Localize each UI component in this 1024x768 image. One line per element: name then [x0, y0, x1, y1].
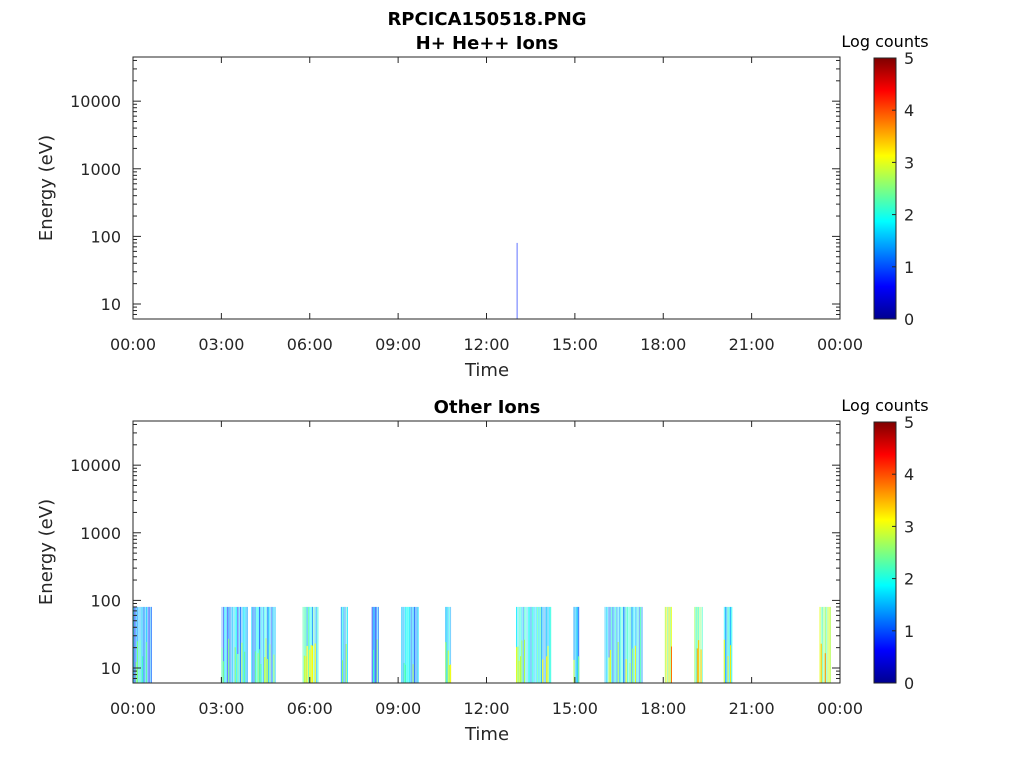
- colorbar-scale: [873, 57, 897, 320]
- x-tick-label: 21:00: [729, 699, 775, 718]
- colorbar-tick-label: 2: [904, 570, 914, 589]
- x-tick-label: 15:00: [552, 699, 598, 718]
- axes: 00:00 03:00 06:00 09:00 12:00 15:00 18:00 21:00…: [70, 421, 863, 718]
- y-tick-label: 100: [90, 227, 121, 246]
- colorbar-label: Log counts: [841, 32, 928, 51]
- colorbar-tick-label: 2: [904, 206, 914, 225]
- activity-interval: [371, 606, 379, 683]
- activity-interval: [573, 606, 580, 683]
- figure-title: RPCICA150518.PNG: [387, 9, 586, 30]
- panel-other-ions: Other Ions 00:00 03:00 06:00 09:00 12:00 15:0…: [36, 396, 929, 745]
- y-tick-label: 10000: [70, 456, 121, 475]
- colorbar: 0 1 2 3 4 5: [873, 49, 914, 329]
- x-axis-label: Time: [464, 724, 509, 745]
- x-tick-label: 06:00: [287, 699, 333, 718]
- y-tick-label: 1000: [80, 160, 121, 179]
- x-tick-label: 09:00: [375, 699, 421, 718]
- colorbar-tick-label: 3: [904, 153, 914, 172]
- x-axis-label: Time: [464, 360, 509, 381]
- x-tick-label: 06:00: [287, 335, 333, 354]
- activity-interval: [302, 606, 319, 683]
- activity-interval: [221, 606, 248, 683]
- colorbar: 0 1 2 3 4 5: [873, 413, 914, 693]
- colorbar-tick-label: 5: [904, 413, 914, 432]
- x-tick-label: 12:00: [463, 699, 509, 718]
- activity-interval: [401, 606, 419, 683]
- x-tick-label: 18:00: [640, 699, 686, 718]
- activity-interval: [664, 606, 672, 683]
- plot-area: [133, 421, 840, 683]
- colorbar-tick-label: 0: [904, 310, 914, 329]
- colorbar-tick-label: 3: [904, 517, 914, 536]
- colorbar-label: Log counts: [841, 396, 928, 415]
- panel-h-he-ions: H+ He++ Ions 00:00 03:00 06:00 09:00 12:00 15…: [36, 32, 929, 381]
- colorbar-tick-label: 1: [904, 622, 914, 641]
- x-tick-label: 03:00: [198, 335, 244, 354]
- y-tick-label: 10: [101, 659, 121, 678]
- activity-interval: [723, 606, 733, 683]
- activity-interval: [340, 606, 348, 683]
- activity-interval: [133, 606, 152, 683]
- y-tick-label: 1000: [80, 524, 121, 543]
- colorbar-tick-label: 4: [904, 101, 914, 120]
- activity-interval: [516, 606, 552, 683]
- colorbar-tick-label: 1: [904, 258, 914, 277]
- colorbar-tick-label: 0: [904, 674, 914, 693]
- y-tick-label: 100: [90, 591, 121, 610]
- x-tick-label: 00:00: [110, 699, 156, 718]
- spectrogram-data: [133, 606, 831, 683]
- activity-interval: [604, 606, 643, 683]
- y-tick-label: 10: [101, 295, 121, 314]
- y-tick-label: 10000: [70, 92, 121, 111]
- x-tick-label: 00:00: [110, 335, 156, 354]
- x-tick-label: 00:00: [817, 335, 863, 354]
- activity-interval: [251, 606, 276, 683]
- x-tick-label: 03:00: [198, 699, 244, 718]
- x-tick-label: 15:00: [552, 335, 598, 354]
- colorbar-tick-label: 5: [904, 49, 914, 68]
- y-axis-label: Energy (eV): [36, 135, 57, 241]
- x-tick-label: 21:00: [729, 335, 775, 354]
- activity-interval: [819, 606, 831, 683]
- x-tick-label: 12:00: [463, 335, 509, 354]
- activity-interval: [694, 606, 703, 683]
- activity-interval: [445, 606, 452, 683]
- panel-title: Other Ions: [434, 397, 541, 418]
- x-tick-label: 00:00: [817, 699, 863, 718]
- x-tick-label: 18:00: [640, 335, 686, 354]
- colorbar-scale: [873, 421, 897, 684]
- plot-area: [133, 57, 840, 319]
- panel-title: H+ He++ Ions: [416, 33, 559, 54]
- axes: 00:00 03:00 06:00 09:00 12:00 15:00 18:00 21:00…: [70, 57, 863, 354]
- colorbar-tick-label: 4: [904, 465, 914, 484]
- x-tick-label: 09:00: [375, 335, 421, 354]
- y-axis-label: Energy (eV): [36, 499, 57, 605]
